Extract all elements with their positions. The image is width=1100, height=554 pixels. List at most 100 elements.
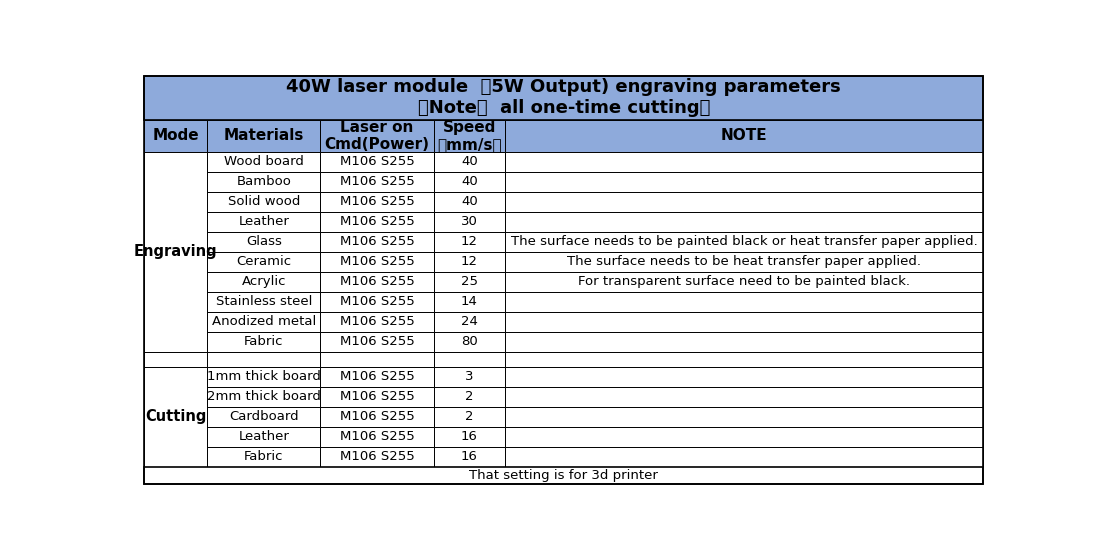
Text: 16: 16 — [461, 430, 477, 443]
Text: 2: 2 — [465, 410, 474, 423]
Bar — [433, 427, 505, 447]
Text: Leather: Leather — [239, 216, 289, 228]
Bar — [207, 152, 320, 172]
Text: Speed
（mm/s）: Speed （mm/s） — [437, 120, 502, 152]
Text: M106 S255: M106 S255 — [340, 295, 415, 308]
Text: Anodized metal: Anodized metal — [211, 315, 316, 329]
Text: NOTE: NOTE — [720, 129, 768, 143]
Bar — [207, 252, 320, 272]
Text: The surface needs to be heat transfer paper applied.: The surface needs to be heat transfer pa… — [568, 255, 921, 268]
Bar — [320, 120, 433, 152]
Text: 40: 40 — [461, 175, 477, 188]
Text: M106 S255: M106 S255 — [340, 390, 415, 403]
Bar — [320, 192, 433, 212]
Text: M106 S255: M106 S255 — [340, 450, 415, 463]
Bar — [505, 427, 983, 447]
Text: Acrylic: Acrylic — [242, 275, 286, 288]
Text: Cutting: Cutting — [145, 409, 207, 424]
Bar — [207, 387, 320, 407]
Text: Engraving: Engraving — [134, 244, 218, 259]
Text: 3: 3 — [465, 370, 474, 383]
Text: M106 S255: M106 S255 — [340, 235, 415, 248]
Bar — [207, 212, 320, 232]
Text: 16: 16 — [461, 450, 477, 463]
Bar — [433, 152, 505, 172]
Text: Fabric: Fabric — [244, 335, 284, 348]
Text: M106 S255: M106 S255 — [340, 315, 415, 329]
Bar — [320, 387, 433, 407]
Text: Ceramic: Ceramic — [236, 255, 292, 268]
Bar — [320, 312, 433, 332]
Bar — [320, 152, 433, 172]
Text: 12: 12 — [461, 235, 477, 248]
Bar — [207, 292, 320, 312]
Text: Leather: Leather — [239, 430, 289, 443]
Bar — [320, 427, 433, 447]
Bar — [505, 407, 983, 427]
Bar — [433, 192, 505, 212]
Text: 12: 12 — [461, 255, 477, 268]
Bar — [320, 292, 433, 312]
Bar — [505, 192, 983, 212]
Bar — [433, 172, 505, 192]
Bar — [433, 272, 505, 292]
Bar — [505, 152, 983, 172]
Bar — [320, 172, 433, 192]
Text: Bamboo: Bamboo — [236, 175, 292, 188]
Bar — [433, 367, 505, 387]
Bar — [144, 352, 207, 367]
Bar — [320, 212, 433, 232]
Bar — [207, 120, 320, 152]
Text: Mode: Mode — [153, 129, 199, 143]
Text: 2mm thick board: 2mm thick board — [207, 390, 321, 403]
Bar — [207, 447, 320, 466]
Bar — [207, 367, 320, 387]
Text: The surface needs to be painted black or heat transfer paper applied.: The surface needs to be painted black or… — [510, 235, 978, 248]
Bar — [505, 272, 983, 292]
Bar — [505, 252, 983, 272]
Text: Cardboard: Cardboard — [229, 410, 299, 423]
Bar — [505, 120, 983, 152]
Bar — [433, 120, 505, 152]
Bar — [433, 292, 505, 312]
Text: M106 S255: M106 S255 — [340, 216, 415, 228]
Text: 24: 24 — [461, 315, 477, 329]
Text: 1mm thick board: 1mm thick board — [207, 370, 321, 383]
Text: Stainless steel: Stainless steel — [216, 295, 312, 308]
Bar — [207, 192, 320, 212]
Text: 14: 14 — [461, 295, 477, 308]
Text: Materials: Materials — [223, 129, 304, 143]
Bar — [207, 427, 320, 447]
Bar — [207, 352, 320, 367]
Bar — [505, 387, 983, 407]
Text: M106 S255: M106 S255 — [340, 196, 415, 208]
Bar — [505, 212, 983, 232]
Bar — [505, 232, 983, 252]
Bar — [433, 312, 505, 332]
Bar — [505, 172, 983, 192]
Bar — [207, 172, 320, 192]
Bar — [320, 352, 433, 367]
Bar — [320, 367, 433, 387]
Bar — [433, 232, 505, 252]
Text: 40: 40 — [461, 155, 477, 168]
Bar — [207, 232, 320, 252]
Bar — [433, 352, 505, 367]
Bar — [320, 447, 433, 466]
Text: 40: 40 — [461, 196, 477, 208]
Bar — [320, 232, 433, 252]
Bar — [433, 212, 505, 232]
Bar — [144, 367, 207, 466]
Bar — [144, 152, 207, 352]
Text: Solid wood: Solid wood — [228, 196, 300, 208]
Bar — [320, 272, 433, 292]
Text: Glass: Glass — [246, 235, 282, 248]
Text: For transparent surface need to be painted black.: For transparent surface need to be paint… — [579, 275, 910, 288]
Text: 80: 80 — [461, 335, 477, 348]
Bar — [320, 332, 433, 352]
Text: M106 S255: M106 S255 — [340, 155, 415, 168]
Bar — [505, 332, 983, 352]
Bar — [207, 332, 320, 352]
Bar — [433, 447, 505, 466]
Text: That setting is for 3d printer: That setting is for 3d printer — [470, 469, 658, 481]
